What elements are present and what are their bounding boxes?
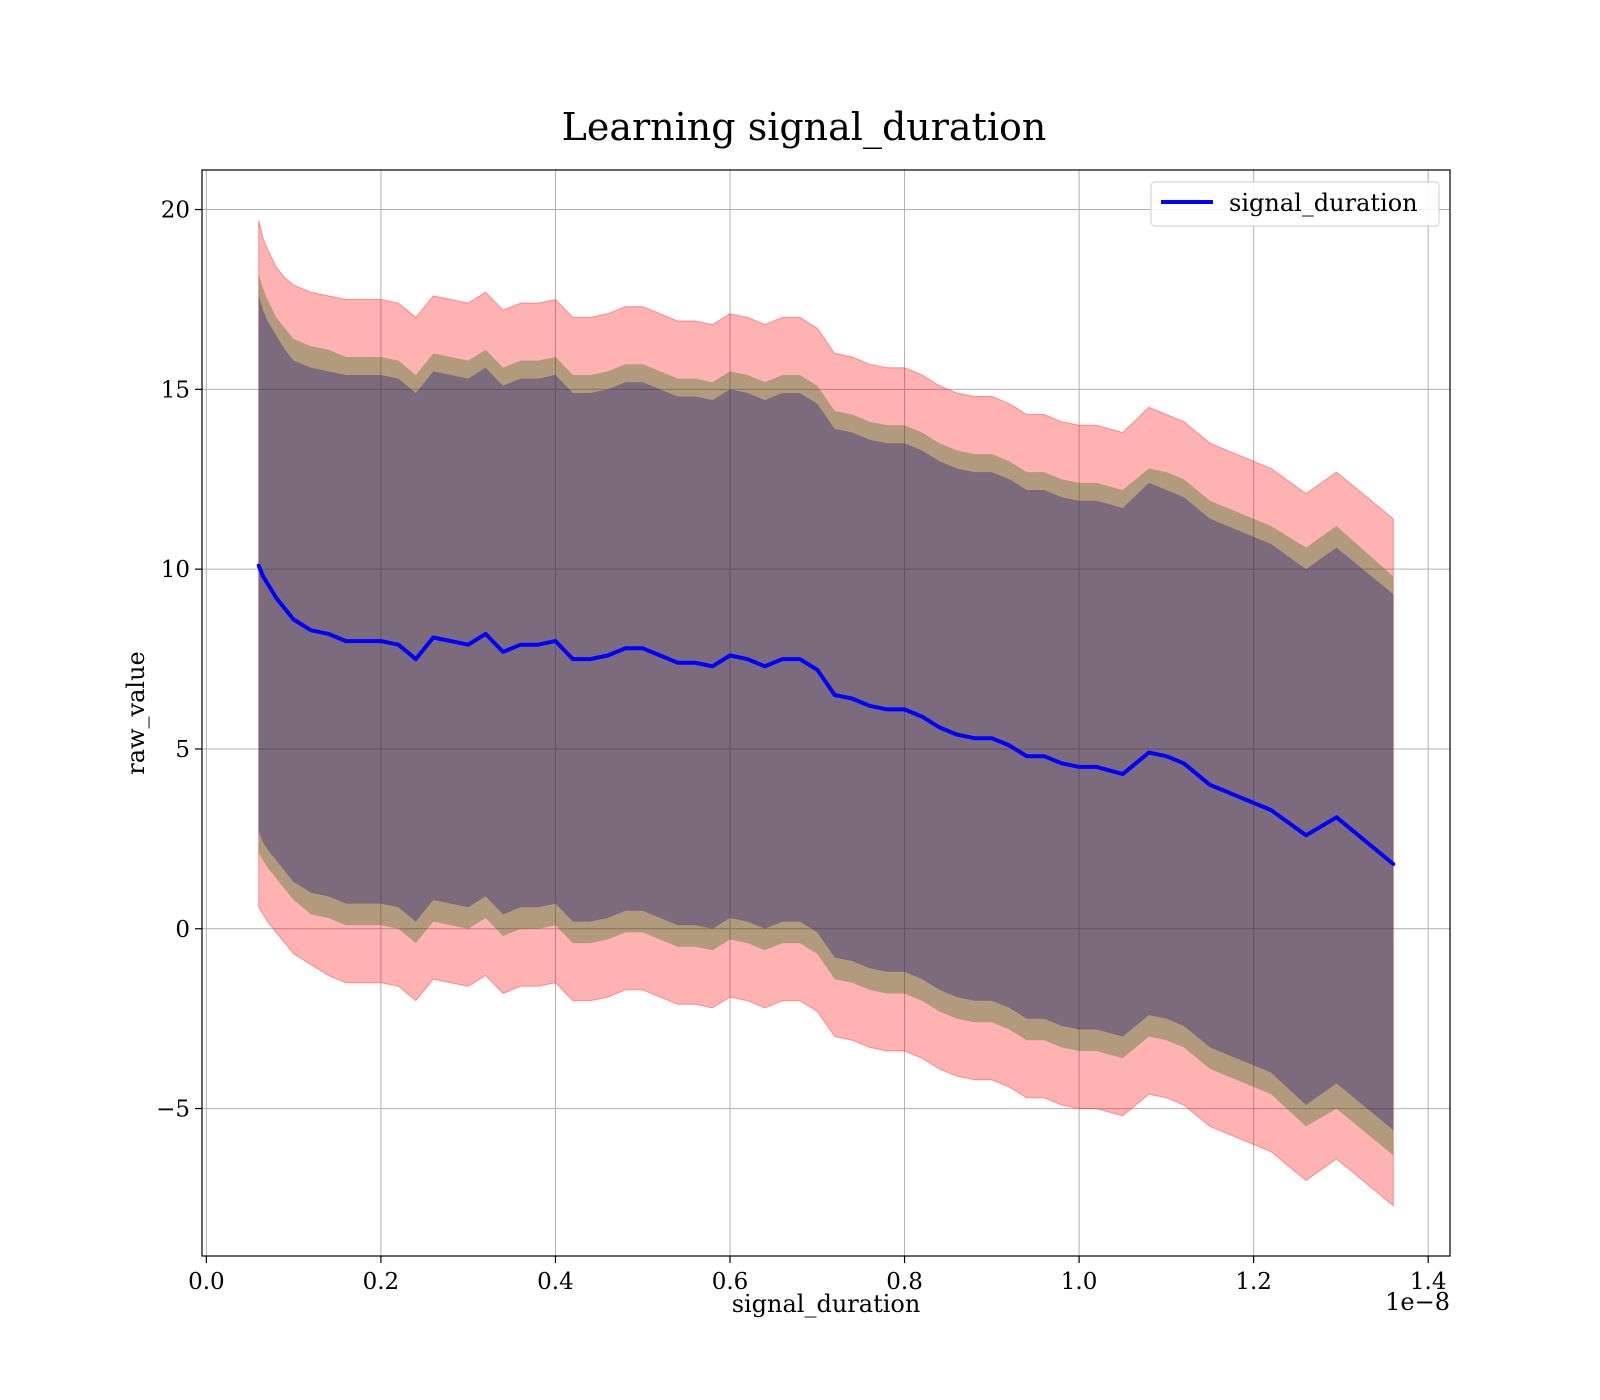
confidence-bands <box>258 220 1394 1207</box>
x-tick-label: 0.6 <box>712 1269 749 1295</box>
axis-ticks: 0.0 0.2 0.4 0.6 0.8 1.0 1.2 1.4 −5 0 5 10 15 20 <box>156 198 1446 1295</box>
x-tick-label: 0.2 <box>363 1269 400 1295</box>
band-inner <box>258 295 1394 1131</box>
band-middle <box>258 274 1394 1156</box>
x-axis-label: signal_duration <box>732 1290 921 1318</box>
x-tick-label: 1.2 <box>1235 1269 1272 1295</box>
series-line-group <box>256 563 1396 866</box>
legend-label: signal_duration <box>1229 189 1418 217</box>
y-tick-label: −5 <box>156 1097 190 1123</box>
series-line-signal-duration <box>256 563 1396 866</box>
y-tick-label: 15 <box>161 377 190 403</box>
x-tick-label: 1.0 <box>1061 1269 1098 1295</box>
y-tick-label: 20 <box>161 198 190 224</box>
y-tick-label: 0 <box>175 917 190 943</box>
grid <box>202 170 1450 1256</box>
x-tick-label: 0.0 <box>188 1269 225 1295</box>
y-tick-label: 10 <box>161 557 190 583</box>
x-axis-offset-label: 1e−8 <box>1385 1288 1450 1316</box>
x-tick-label: 1.4 <box>1410 1269 1447 1295</box>
x-tick-label: 0.4 <box>537 1269 574 1295</box>
plot-frame <box>201 169 1451 1257</box>
y-tick-label: 5 <box>175 737 190 763</box>
band-outer <box>258 220 1394 1207</box>
legend-box <box>1150 181 1440 227</box>
y-axis-label: raw_value <box>122 651 150 775</box>
legend: signal_duration <box>1150 181 1440 227</box>
chart-title: Learning signal_duration <box>562 105 1047 150</box>
x-tick-label: 0.8 <box>886 1269 923 1295</box>
